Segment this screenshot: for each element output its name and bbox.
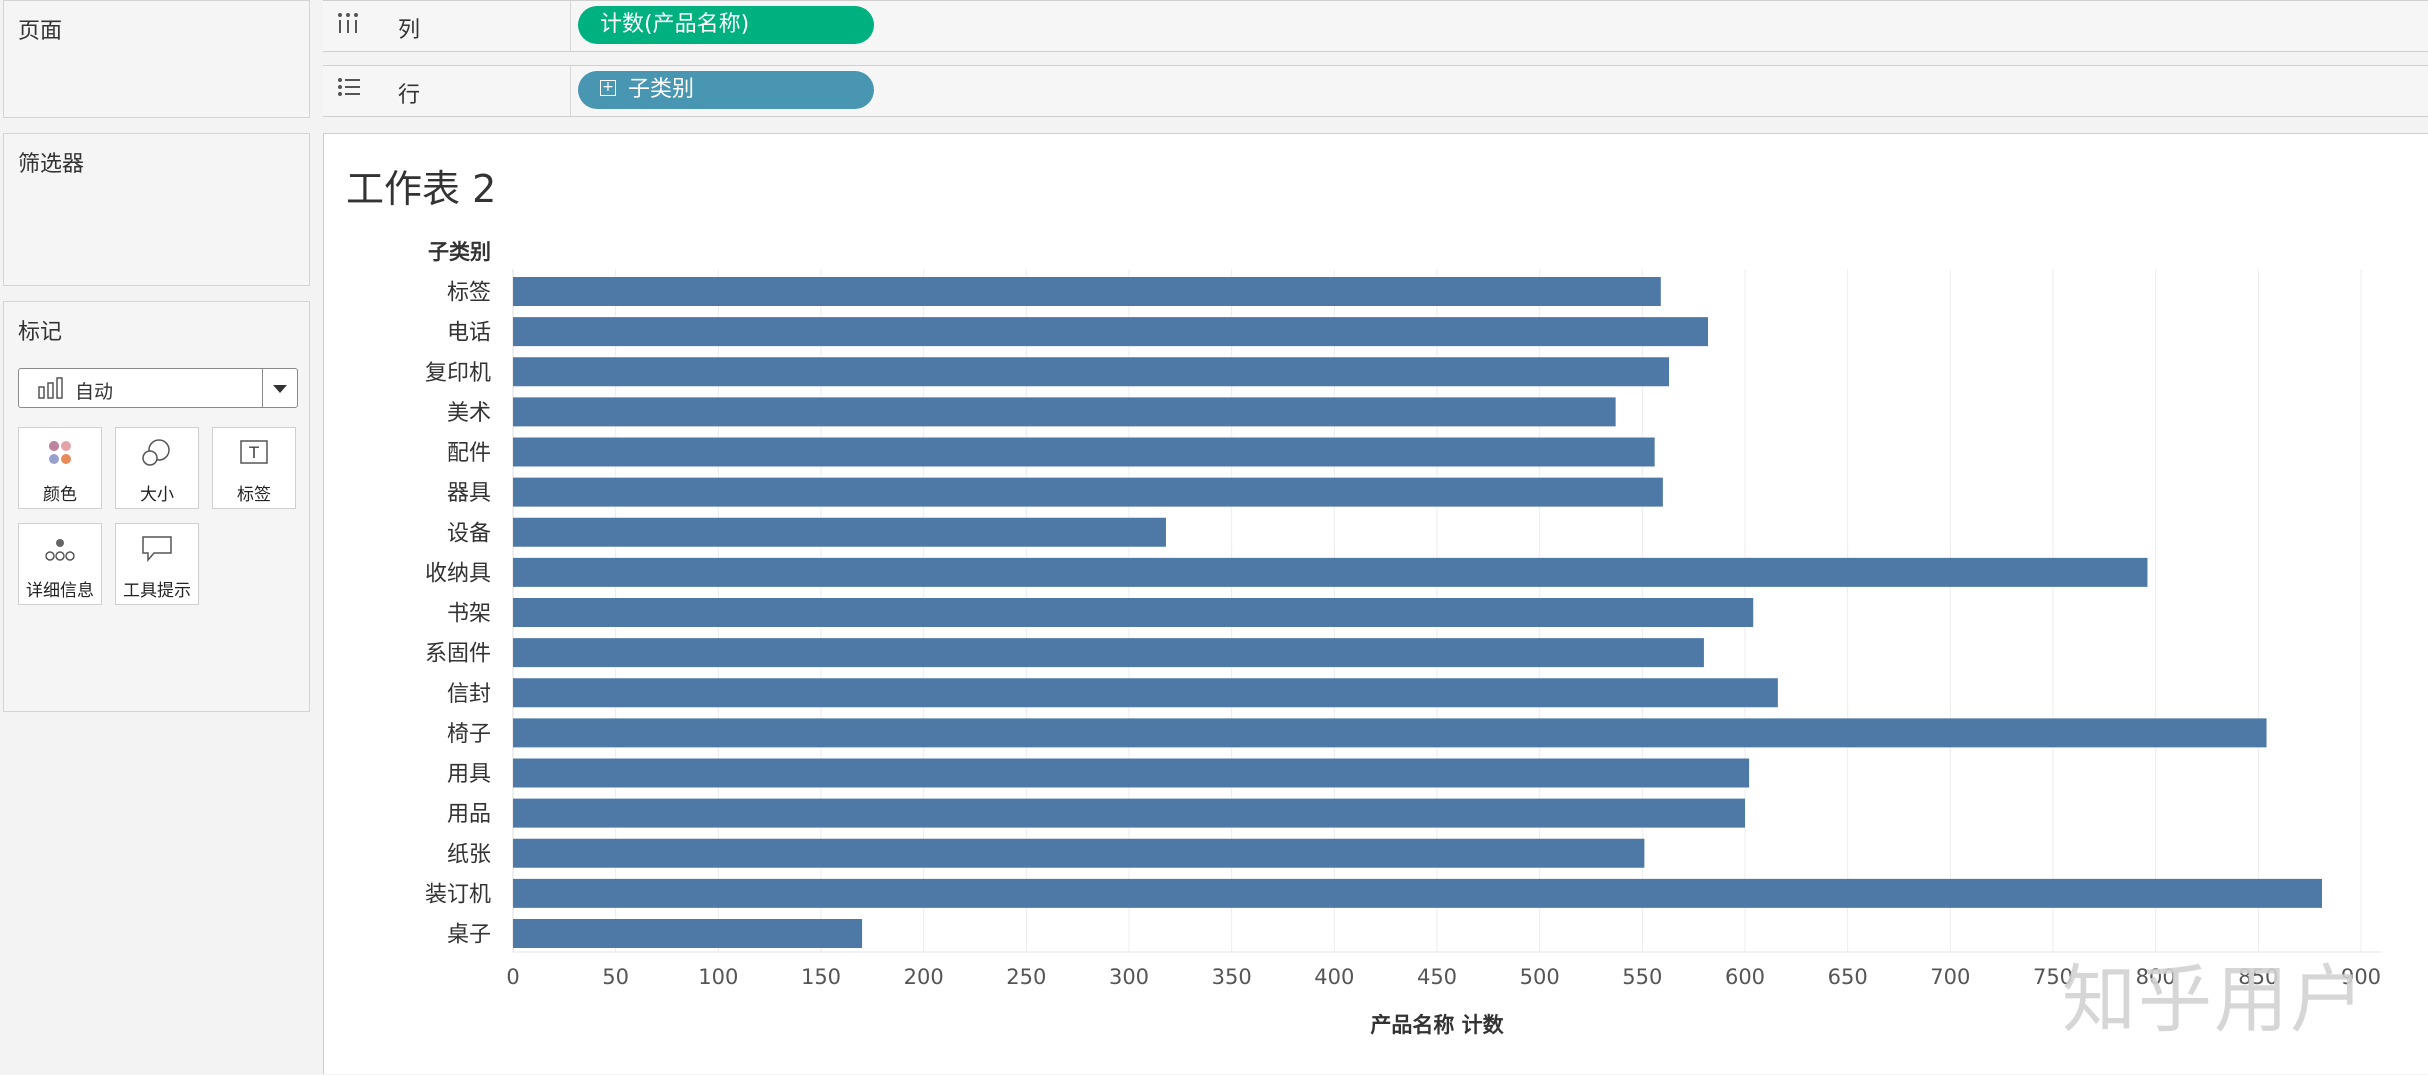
x-tick-label: 600 — [1725, 965, 1765, 989]
category-header: 子类别 — [428, 240, 491, 264]
x-axis-title: 产品名称 计数 — [1370, 1013, 1504, 1037]
detail-button[interactable]: 详细信息 — [18, 523, 102, 605]
category-label: 书架 — [447, 602, 491, 627]
color-button[interactable]: 颜色 — [18, 427, 102, 509]
x-tick-label: 400 — [1314, 965, 1354, 989]
color-icon — [19, 438, 101, 468]
x-tick-label: 250 — [1006, 965, 1046, 989]
bar — [513, 678, 1778, 708]
bar — [513, 798, 1745, 828]
x-tick-label: 200 — [904, 965, 944, 989]
shelf-divider — [570, 1, 571, 51]
columns-icon — [337, 11, 359, 41]
category-label: 桌子 — [447, 923, 491, 948]
x-tick-label: 350 — [1212, 965, 1252, 989]
x-tick-label: 800 — [2136, 965, 2176, 989]
size-icon — [116, 438, 198, 468]
filters-panel[interactable]: 筛选器 — [3, 133, 310, 286]
category-label: 配件 — [447, 441, 491, 466]
mark-type-label: 自动 — [75, 381, 114, 403]
mark-type-dropdown[interactable]: 自动 — [18, 368, 298, 408]
chevron-down-icon[interactable] — [273, 385, 287, 393]
bar — [513, 317, 1709, 347]
size-label: 大小 — [140, 485, 174, 505]
x-tick-label: 500 — [1520, 965, 1560, 989]
category-label: 用品 — [447, 802, 491, 827]
bar — [513, 517, 1166, 547]
detail-icon — [19, 534, 101, 564]
category-label: 器具 — [447, 481, 491, 506]
category-label: 标签 — [447, 281, 491, 306]
bar — [513, 919, 863, 948]
bar-chart: 子类别标签电话复印机美术配件器具设备收纳具书架系固件信封椅子用具用品纸张装订机桌… — [425, 240, 2381, 1037]
bar-chart-icon — [37, 377, 65, 403]
bar — [513, 758, 1750, 788]
bar — [513, 557, 2148, 587]
rows-icon — [337, 76, 361, 104]
x-tick-label: 750 — [2033, 965, 2073, 989]
marks-panel: 标记 自动 颜色 — [3, 301, 310, 712]
tooltip-icon — [116, 534, 198, 564]
label-button[interactable]: T 标签 — [212, 427, 296, 509]
x-tick-label: 300 — [1109, 965, 1149, 989]
rows-shelf[interactable]: 行 + 子类别 — [323, 65, 2428, 117]
pages-panel: 页面 — [3, 0, 310, 118]
bar — [513, 357, 1670, 387]
svg-text:T: T — [248, 443, 259, 462]
shelf-divider — [570, 66, 571, 116]
x-tick-label: 150 — [801, 965, 841, 989]
bar — [513, 277, 1661, 306]
category-label: 电话 — [447, 321, 491, 346]
category-label: 椅子 — [447, 722, 491, 747]
filters-title: 筛选器 — [18, 152, 85, 177]
x-tick-label: 550 — [1622, 965, 1662, 989]
size-button[interactable]: 大小 — [115, 427, 199, 509]
columns-pill[interactable]: 计数(产品名称) — [578, 6, 874, 44]
rows-pill[interactable]: + 子类别 — [578, 71, 874, 109]
marks-title: 标记 — [18, 320, 63, 345]
rows-pill-label: 子类别 — [628, 77, 695, 102]
bar — [513, 397, 1616, 427]
category-label: 设备 — [447, 521, 491, 546]
bar — [513, 838, 1645, 868]
category-label: 美术 — [447, 401, 491, 426]
detail-label: 详细信息 — [26, 581, 94, 601]
expand-icon[interactable]: + — [600, 80, 616, 96]
category-label: 收纳具 — [425, 561, 491, 586]
x-tick-label: 0 — [506, 965, 519, 989]
x-tick-label: 900 — [2341, 965, 2381, 989]
category-label: 系固件 — [425, 642, 491, 667]
columns-pill-label: 计数(产品名称) — [600, 12, 750, 37]
category-label: 纸张 — [447, 842, 491, 867]
bar — [513, 437, 1655, 467]
category-label: 复印机 — [425, 361, 491, 386]
x-tick-label: 700 — [1930, 965, 1970, 989]
dropdown-divider — [262, 369, 263, 407]
watermark-text: 知乎用户 — [2062, 957, 2366, 1043]
columns-shelf[interactable]: 列 计数(产品名称) — [323, 0, 2428, 52]
category-label: 信封 — [447, 682, 491, 707]
tooltip-button[interactable]: 工具提示 — [115, 523, 199, 605]
sheet-title: 工作表 2 — [346, 167, 497, 211]
label-label: 标签 — [237, 485, 271, 505]
x-tick-label: 50 — [602, 965, 629, 989]
x-tick-label: 100 — [698, 965, 738, 989]
x-tick-label: 450 — [1417, 965, 1457, 989]
worksheet: 工作表 2 子类别标签电话复印机美术配件器具设备收纳具书架系固件信封椅子用具用品… — [323, 133, 2428, 1074]
color-label: 颜色 — [43, 485, 77, 505]
bar — [513, 718, 2267, 748]
category-label: 用具 — [447, 762, 491, 787]
rows-label: 行 — [398, 83, 421, 108]
pages-title: 页面 — [18, 19, 63, 44]
x-tick-label: 650 — [1828, 965, 1868, 989]
bar — [513, 477, 1663, 507]
bar — [513, 598, 1754, 627]
bar — [513, 878, 2322, 908]
text-label-icon: T — [213, 438, 295, 468]
category-label: 装订机 — [425, 882, 491, 907]
bar — [513, 638, 1704, 668]
columns-label: 列 — [398, 18, 421, 43]
x-tick-label: 850 — [2238, 965, 2278, 989]
tooltip-label: 工具提示 — [123, 581, 191, 601]
